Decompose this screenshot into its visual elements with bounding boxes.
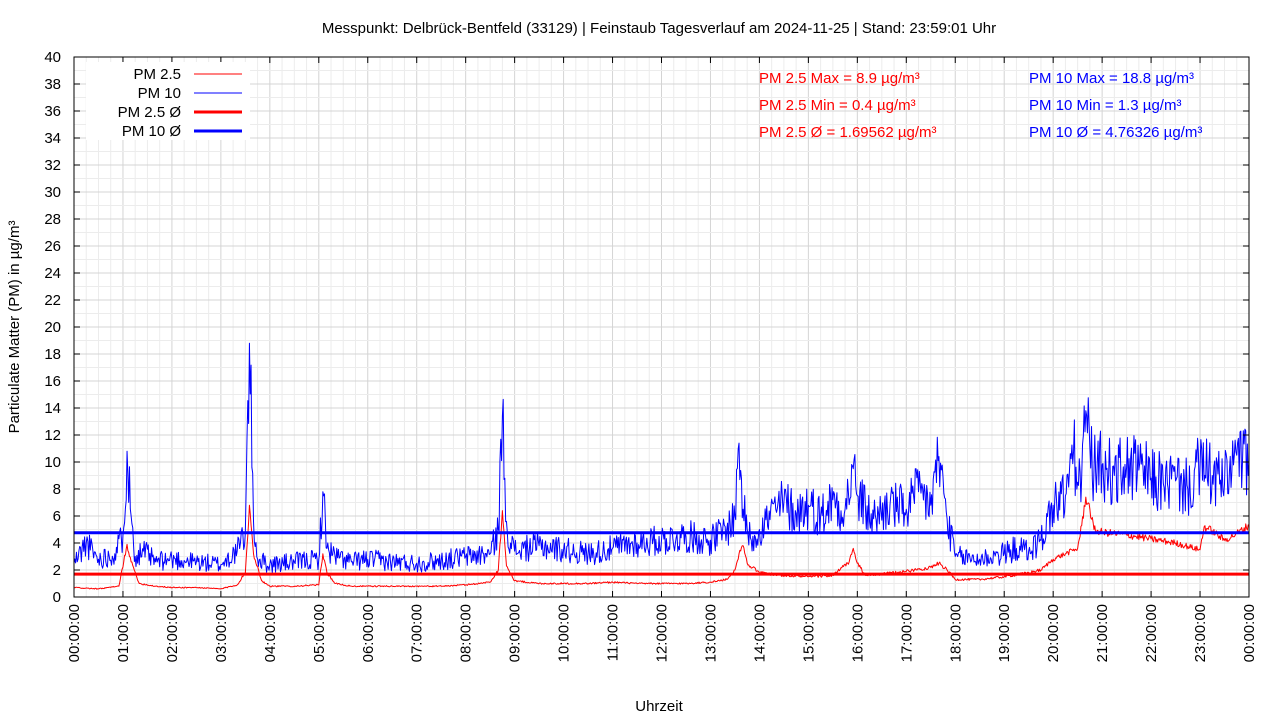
legend-label-pm25-avg: PM 2.5 Ø	[118, 104, 182, 121]
y-tick-label: 18	[44, 346, 61, 363]
x-tick-label: 19:00:00	[996, 604, 1013, 662]
x-tick-label: 00:00:00	[1241, 604, 1258, 662]
y-tick-label: 30	[44, 184, 61, 201]
y-tick-label: 34	[44, 130, 61, 147]
y-tick-label: 16	[44, 373, 61, 390]
x-tick-label: 22:00:00	[1143, 604, 1160, 662]
y-tick-label: 0	[53, 589, 61, 606]
pm10-avg-text: PM 10 Ø = 4.76326 µg/m³	[1029, 124, 1202, 141]
grid-lines	[74, 57, 1249, 597]
x-tick-label: 04:00:00	[262, 604, 279, 662]
y-tick-label: 6	[53, 508, 61, 525]
chart-title: Messpunkt: Delbrück-Bentfeld (33129) | F…	[322, 20, 996, 37]
series-pm-10-line	[73, 342, 1250, 574]
y-tick-label: 40	[44, 49, 61, 66]
pm10-max-text: PM 10 Max = 18.8 µg/m³	[1029, 70, 1194, 87]
x-tick-label: 05:00:00	[311, 604, 328, 662]
x-tick-label: 15:00:00	[800, 604, 817, 662]
y-axis-label: Particulate Matter (PM) in µg/m³	[6, 221, 23, 434]
x-tick-label: 10:00:00	[556, 604, 573, 662]
y-tick-label: 24	[44, 265, 61, 282]
x-tick-label: 14:00:00	[751, 604, 768, 662]
legend-background	[86, 62, 250, 140]
legend: PM 2.5 PM 10 PM 2.5 Ø PM 10 Ø	[86, 62, 250, 140]
x-tick-label: 23:00:00	[1192, 604, 1209, 662]
y-tick-label: 8	[53, 481, 61, 498]
legend-label-pm10: PM 10	[138, 85, 181, 102]
pm10-min-text: PM 10 Min = 1.3 µg/m³	[1029, 97, 1181, 114]
pm25-avg-text: PM 2.5 Ø = 1.69562 µg/m³	[759, 124, 936, 141]
x-tick-label: 17:00:00	[898, 604, 915, 662]
x-tick-label: 16:00:00	[849, 604, 866, 662]
x-tick-label: 13:00:00	[702, 604, 719, 662]
pm25-max-text: PM 2.5 Max = 8.9 µg/m³	[759, 70, 920, 87]
x-tick-label: 21:00:00	[1094, 604, 1111, 662]
x-tick-label: 07:00:00	[409, 604, 426, 662]
y-tick-label: 28	[44, 211, 61, 228]
x-tick-label: 11:00:00	[605, 604, 622, 661]
y-tick-label: 20	[44, 319, 61, 336]
y-tick-label: 12	[44, 427, 61, 444]
x-tick-label: 03:00:00	[213, 604, 230, 662]
axis-ticks	[73, 56, 1250, 598]
x-tick-label: 06:00:00	[360, 604, 377, 662]
y-tick-label: 2	[53, 562, 61, 579]
y-tick-label: 36	[44, 103, 61, 120]
y-tick-label: 22	[44, 292, 61, 309]
x-tick-label: 00:00:00	[66, 604, 83, 662]
x-tick-label: 01:00:00	[115, 604, 132, 662]
legend-label-pm25: PM 2.5	[133, 66, 181, 83]
y-tick-label: 10	[44, 454, 61, 471]
y-tick-label: 14	[44, 400, 61, 417]
series-layer	[73, 342, 1250, 590]
y-tick-label: 38	[44, 76, 61, 93]
legend-label-pm10-avg: PM 10 Ø	[122, 123, 182, 140]
x-tick-labels: 00:00:00 01:00:00 02:00:00 03:00:00 04:00:00…	[66, 604, 1258, 662]
x-tick-label: 02:00:00	[164, 604, 181, 662]
x-tick-label: 12:00:00	[654, 604, 671, 662]
pm25-min-text: PM 2.5 Min = 0.4 µg/m³	[759, 97, 916, 114]
y-tick-label: 26	[44, 238, 61, 255]
y-tick-label: 32	[44, 157, 61, 174]
x-tick-label: 09:00:00	[507, 604, 524, 662]
y-tick-label: 4	[53, 535, 61, 552]
series-pm-2-5-line	[73, 496, 1250, 590]
x-tick-label: 18:00:00	[947, 604, 964, 662]
x-axis-label: Uhrzeit	[635, 698, 683, 715]
x-tick-label: 08:00:00	[458, 604, 475, 662]
statistics-annotations: PM 2.5 Max = 8.9 µg/m³ PM 2.5 Min = 0.4 …	[759, 70, 1202, 141]
x-tick-label: 20:00:00	[1045, 604, 1062, 662]
